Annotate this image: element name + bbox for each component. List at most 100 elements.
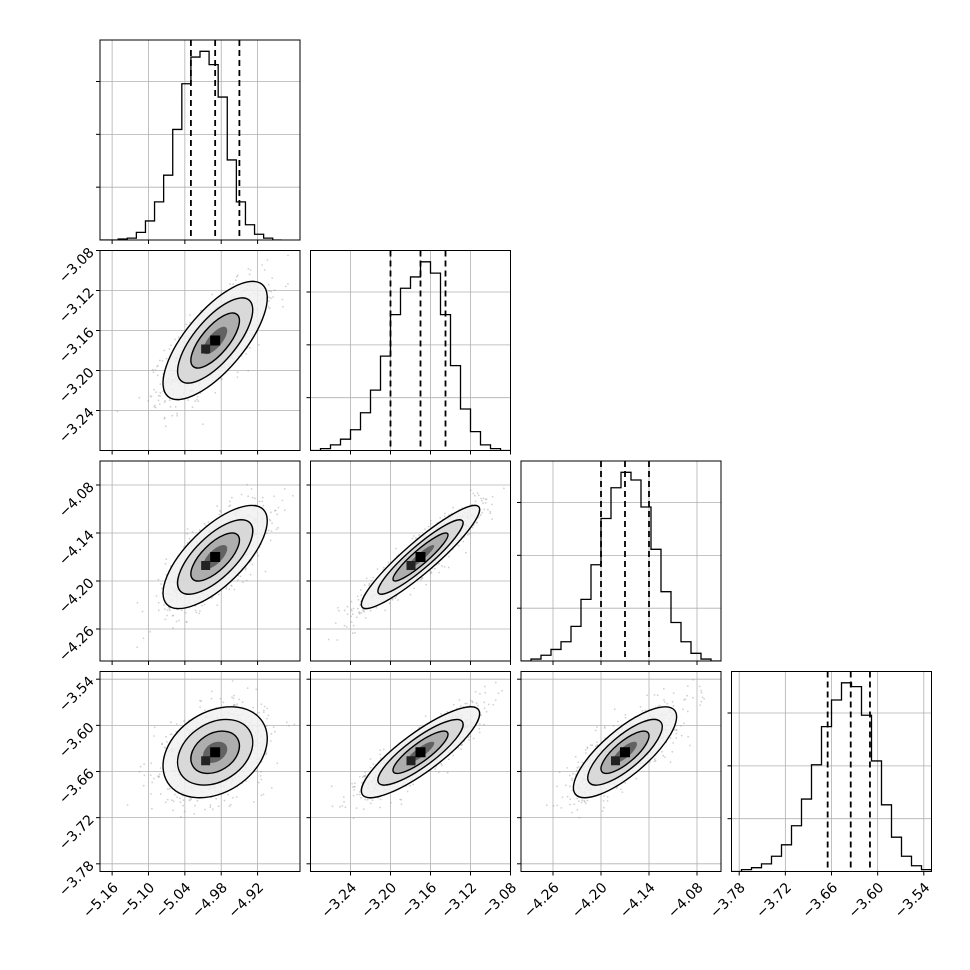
sample-point	[203, 603, 206, 606]
sample-point	[233, 704, 235, 707]
sample-point	[153, 777, 155, 780]
sample-point	[481, 499, 483, 502]
sample-point	[182, 804, 184, 807]
sample-point	[189, 798, 192, 801]
sample-point	[163, 349, 166, 352]
sample-point	[457, 544, 460, 547]
sample-point	[382, 566, 385, 569]
sample-point	[411, 537, 414, 540]
sample-point	[251, 563, 254, 566]
sample-point	[247, 495, 250, 498]
sample-point	[153, 726, 156, 729]
sample-point	[177, 336, 180, 339]
sample-point	[170, 721, 172, 724]
sample-point	[156, 775, 159, 777]
sample-point	[159, 767, 162, 769]
sample-point	[219, 511, 222, 513]
sample-point	[196, 396, 199, 398]
sample-point	[245, 780, 248, 782]
sample-point	[258, 344, 260, 346]
sample-point	[283, 488, 286, 490]
sample-point	[443, 566, 446, 568]
sample-point	[262, 711, 265, 714]
sample-point	[355, 616, 358, 619]
sample-point	[229, 803, 232, 806]
sample-point	[247, 268, 250, 270]
sample-point	[264, 570, 267, 573]
sample-point	[489, 512, 492, 515]
sample-point	[254, 497, 256, 500]
sample-point	[391, 598, 394, 601]
sample-point	[421, 577, 424, 580]
sample-point	[270, 290, 273, 293]
sample-point	[142, 784, 145, 787]
sample-point	[271, 277, 274, 279]
sample-point	[268, 300, 270, 302]
sample-point	[159, 395, 161, 397]
sample-point	[362, 609, 365, 612]
y-tick-label: −3.66	[56, 766, 98, 808]
sample-point	[257, 554, 260, 557]
sample-point	[343, 624, 346, 627]
sample-point	[199, 699, 201, 702]
sample-point	[188, 799, 191, 802]
sample-point	[268, 296, 270, 299]
sample-point	[172, 627, 174, 629]
sample-point	[293, 723, 296, 726]
sample-point	[477, 516, 480, 519]
sample-point	[230, 585, 233, 587]
sample-point	[360, 612, 363, 614]
sample-point	[180, 609, 183, 612]
sample-point	[222, 701, 225, 704]
sample-point	[169, 405, 172, 408]
sample-point	[352, 607, 355, 610]
sample-point	[489, 510, 492, 513]
sample-point	[227, 793, 229, 796]
sample-point	[249, 269, 252, 271]
sample-point	[413, 587, 416, 590]
sample-point	[477, 494, 480, 497]
density-peak	[201, 756, 211, 766]
sample-point	[228, 805, 231, 808]
sample-point	[271, 522, 273, 525]
sample-point	[165, 735, 167, 738]
sample-point	[158, 773, 161, 776]
sample-point	[193, 813, 196, 815]
sample-point	[164, 618, 167, 621]
sample-point	[358, 611, 361, 614]
sample-point	[387, 561, 390, 564]
sample-point	[201, 604, 204, 607]
sample-point	[228, 588, 231, 591]
sample-point	[474, 494, 476, 497]
sample-point	[485, 498, 488, 501]
histogram-panel-1	[306, 250, 511, 455]
sample-point	[203, 709, 206, 712]
sample-point	[171, 799, 173, 802]
sample-point	[447, 566, 450, 569]
sample-point	[178, 619, 180, 622]
sample-point	[229, 504, 232, 507]
sample-point	[252, 706, 255, 709]
density-peak	[210, 747, 221, 758]
sample-point	[197, 400, 200, 403]
sample-point	[429, 519, 432, 522]
sample-point	[164, 562, 167, 565]
sample-point	[395, 547, 397, 550]
sample-point	[334, 622, 337, 624]
sample-point	[232, 697, 235, 700]
sample-point	[270, 511, 272, 514]
sample-point	[244, 568, 247, 571]
sample-point	[157, 776, 160, 778]
sample-point	[237, 579, 239, 581]
sample-point	[159, 391, 162, 394]
sample-point	[163, 608, 166, 611]
sample-point	[247, 369, 250, 372]
scatter-panel-0-2: −4.26−4.20−4.14−4.08	[56, 460, 301, 665]
sample-point	[482, 497, 485, 500]
sample-point	[157, 601, 160, 604]
sample-point	[180, 816, 182, 818]
sample-point	[251, 496, 254, 499]
sample-point	[248, 273, 251, 276]
sample-point	[157, 609, 160, 612]
sample-point	[168, 609, 171, 612]
